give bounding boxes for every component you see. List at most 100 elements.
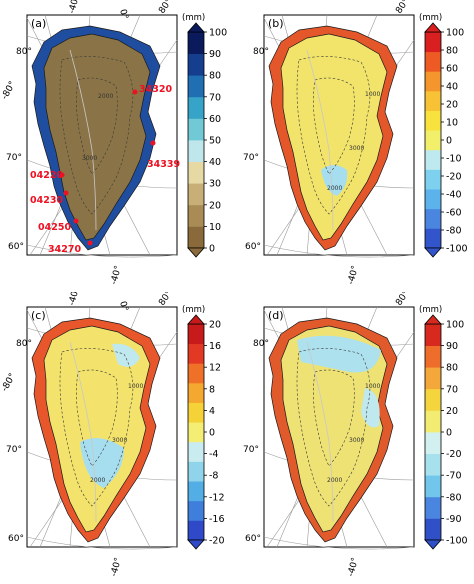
lon-label-80e: 80° [394, 0, 411, 16]
colorbar-tick-label: -60 [446, 208, 462, 219]
colorbar-tick-label: 100 [446, 28, 464, 39]
colorbar-segment [425, 518, 441, 541]
colorbar-tick-label: -20 [446, 449, 462, 460]
contour-label-0: 1000 [128, 383, 143, 390]
ice-sheet [43, 33, 151, 241]
panel-label: (a) [31, 17, 46, 30]
colorbar-min-arrow [424, 247, 442, 258]
geo-labels: 80° 70° 60° -80° -40° 0° 80° -40° [0, 0, 175, 286]
geo-labels: 80° 70° 60° 80° -40° [243, 292, 412, 578]
colorbar-segment [425, 71, 441, 92]
elevation-contours: 2000 3000 [59, 49, 134, 231]
colorbar-tick-label: 0 [209, 428, 215, 439]
lat-label-70: 70° [243, 153, 259, 163]
colorbar-segment [188, 75, 204, 98]
colorbar-tick-label: 0 [446, 428, 452, 439]
colorbar-tick-label: 90 [209, 49, 221, 60]
low-value-patch-north [297, 335, 381, 373]
colorbar-segment [188, 32, 204, 54]
colorbar-segment [188, 441, 204, 462]
colorbar-segment [425, 475, 441, 498]
contour-label-0: 2000 [98, 93, 113, 100]
colorbar-segment [188, 226, 204, 249]
colorbar-min-arrow [187, 247, 205, 258]
contour-label-0: 1000 [365, 383, 380, 390]
colorbar-segment [425, 90, 441, 111]
station-label-34320: 34320 [139, 84, 172, 95]
colorbar-tick-label: 12 [209, 363, 221, 374]
colorbar-segment [425, 324, 441, 346]
elevation-contours: 1000 3000 2000 [296, 341, 380, 523]
lat-label-80: 80° [16, 47, 32, 57]
colorbar-segment [188, 53, 204, 76]
colorbar-segment [188, 343, 204, 364]
lat-label-80: 80° [16, 339, 32, 349]
lon-label-40w: -40° [67, 292, 82, 307]
colorbar-unit: (mm) [419, 13, 442, 23]
low-value-patch [321, 165, 348, 196]
colorbar-segment [425, 496, 441, 519]
panel-c-svg: 1000 3000 2000 (c) 80° 70° 60° -80° -40°… [0, 292, 225, 578]
contour-label-1: 3000 [349, 437, 364, 444]
colorbar-max-arrow [424, 314, 442, 325]
station-marker-34270 [87, 240, 93, 246]
colorbar-segment [188, 422, 204, 443]
contour-label-1: 3000 [82, 155, 97, 162]
colorbar-max-arrow [187, 22, 205, 33]
station-marker-04230 [63, 190, 69, 196]
colorbar-segment [188, 118, 204, 141]
colorbar-tick-label: -70 [446, 471, 462, 482]
colorbar-tick-label: -80 [446, 226, 462, 237]
elevation-contours: 1000 3000 2000 [59, 341, 143, 523]
colorbar-tick-label: 20 [209, 200, 221, 211]
colorbar-unit: (mm) [419, 305, 442, 315]
colorbar-segment [188, 96, 204, 119]
colorbar-segment [188, 481, 204, 502]
colorbar-tick-label: 60 [446, 64, 458, 75]
low-value-patch [80, 438, 124, 488]
colorbar-segment [425, 51, 441, 72]
colorbar-segment [188, 204, 204, 227]
colorbar-segment [425, 345, 441, 368]
colorbar-tick-label: -8 [209, 471, 218, 482]
lat-label-70: 70° [6, 153, 22, 163]
geo-labels: 80° 70° 60° 80° -40° [243, 0, 412, 286]
colorbar-segment [188, 382, 204, 403]
station-label-34270: 34270 [48, 244, 81, 255]
colorbar-segment [425, 367, 441, 390]
ice-sheet [43, 325, 151, 533]
colorbar-unit: (mm) [182, 305, 205, 315]
colorbar-tick-label: 8 [209, 384, 215, 395]
colorbar-tick-label: 50 [209, 136, 221, 147]
panel-label: (c) [31, 309, 46, 322]
panel-b: 1000 3000 2000 (b) 80° 70° 60° 80° -40° … [237, 0, 474, 292]
colorbar-tick-label: 80 [446, 46, 458, 57]
colorbar-segment [425, 410, 441, 433]
lon-label-80e: 80° [157, 0, 174, 16]
contour-label-1: 3000 [349, 145, 364, 152]
ice-sheet [280, 325, 388, 533]
contour-label-2: 2000 [90, 477, 105, 484]
colorbar-segment [188, 363, 204, 384]
lat-label-60: 60° [8, 242, 24, 252]
panel-c: 1000 3000 2000 (c) 80° 70° 60° -80° -40°… [0, 292, 237, 584]
low-value-patch-north [112, 343, 140, 367]
colorbar: (mm) 20 16 12 8 4 0 -4 -8 -12 -16 -20 [182, 305, 225, 550]
colorbar-segment [425, 169, 441, 190]
colorbar-segment [188, 500, 204, 521]
panel-d-svg: 1000 3000 2000 (d) 80° 70° 60° 80° -40° … [243, 292, 468, 578]
colorbar-tick-label: 10 [209, 222, 221, 233]
colorbar-segment [425, 110, 441, 131]
colorbar-tick-label: -80 [446, 492, 462, 503]
station-label-04220: 04220 [30, 170, 63, 181]
lat-label-60: 60° [8, 534, 24, 544]
colorbar-segment [188, 520, 204, 541]
greenland-landmass [268, 25, 398, 251]
colorbar-tick-label: -100 [446, 244, 468, 255]
colorbar-tick-label: -16 [209, 514, 225, 525]
colorbar-segment [188, 461, 204, 482]
greenland-landmass [268, 317, 398, 543]
lat-label-80: 80° [253, 47, 269, 57]
